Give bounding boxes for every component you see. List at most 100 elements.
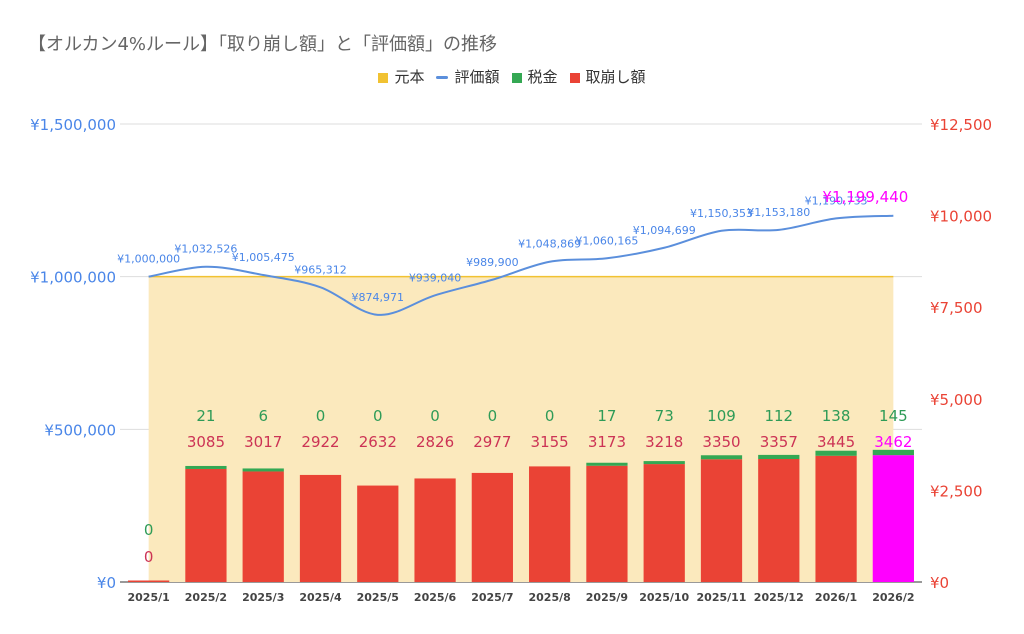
valuation-label: ¥1,199,440 — [822, 188, 908, 206]
bar-label-tax: 6 — [258, 407, 268, 425]
bar-withdrawal — [242, 471, 284, 582]
bar-label-tax: 138 — [822, 407, 851, 425]
valuation-label: ¥1,000,000 — [117, 253, 180, 266]
bar-withdrawal — [471, 472, 513, 582]
legend-swatch — [511, 72, 522, 83]
chart-legend: 元本 評価額 税金 取崩し額 — [0, 66, 1024, 87]
valuation-label: ¥1,048,869 — [518, 238, 581, 251]
valuation-label: ¥1,005,475 — [232, 251, 295, 264]
x-axis-tick-label: 2025/2 — [185, 591, 227, 604]
bar-label-tax: 21 — [196, 407, 215, 425]
bar-label-tax: 0 — [488, 407, 498, 425]
legend-swatch — [569, 72, 580, 83]
bar-label-tax: 73 — [655, 407, 674, 425]
valuation-label: ¥1,094,699 — [633, 224, 696, 237]
bar-label-withdrawal: 2632 — [359, 433, 397, 451]
bar-label-withdrawal: 2922 — [301, 433, 339, 451]
valuation-line — [148, 214, 894, 316]
legend-item-3: 取崩し額 — [569, 66, 646, 87]
valuation-label: ¥939,040 — [409, 271, 462, 284]
x-axis-tick-label: 2025/4 — [299, 591, 342, 604]
x-axis-tick-label: 2026/2 — [872, 591, 914, 604]
x-axis-tick-label: 2025/10 — [639, 591, 689, 604]
bar-label-tax: 0 — [373, 407, 383, 425]
left-axis-tick-label: ¥0 — [97, 574, 116, 592]
legend-swatch — [436, 76, 449, 79]
x-axis-tick-label: 2025/3 — [242, 591, 284, 604]
bar-label-tax: 0 — [430, 407, 440, 425]
valuation-label: ¥1,190,733 — [805, 194, 868, 207]
bar-label-withdrawal: 3218 — [645, 433, 683, 451]
bar-label-withdrawal: 3357 — [760, 433, 798, 451]
bar-label-tax: 0 — [545, 407, 555, 425]
bar-withdrawal — [357, 485, 399, 582]
right-axis-tick-label: ¥10,000 — [930, 208, 992, 226]
right-axis-tick-label: ¥7,500 — [930, 299, 983, 317]
bar-label-tax: 112 — [764, 407, 793, 425]
legend-label: 取崩し額 — [585, 68, 646, 86]
left-axis-tick-label: ¥1,000,000 — [30, 269, 116, 287]
right-axis-tick-label: ¥12,500 — [930, 116, 992, 134]
bar-withdrawal — [299, 474, 342, 582]
bar-withdrawal — [414, 478, 456, 582]
bar-tax — [815, 450, 857, 456]
bar-tax — [872, 449, 914, 456]
bar-label-tax: 0 — [316, 407, 326, 425]
bar-label-withdrawal: 0 — [144, 548, 154, 566]
valuation-label: ¥1,032,526 — [174, 243, 237, 256]
x-axis-tick-label: 2025/8 — [528, 591, 570, 604]
legend-item-2: 税金 — [511, 66, 558, 87]
valuation-label: ¥965,312 — [294, 263, 347, 276]
legend-label: 元本 — [394, 68, 425, 86]
x-axis-tick-label: 2025/9 — [586, 591, 628, 604]
x-axis-tick-label: 2025/5 — [357, 591, 399, 604]
bar-withdrawal — [128, 580, 170, 582]
x-axis-tick-label: 2025/6 — [414, 591, 457, 604]
bar-withdrawal — [700, 459, 743, 582]
valuation-label: ¥1,150,353 — [690, 207, 753, 220]
bar-label-withdrawal: 3445 — [817, 433, 855, 451]
x-axis-tick-label: 2025/1 — [127, 591, 169, 604]
bar-withdrawal — [529, 466, 571, 582]
legend-label: 税金 — [527, 68, 558, 86]
bar-label-withdrawal: 2977 — [473, 433, 511, 451]
right-axis-tick-label: ¥5,000 — [930, 391, 983, 409]
legend-item-0: 元本 — [378, 66, 424, 87]
legend-label: 評価額 — [454, 68, 500, 86]
x-axis-tick-label: 2026/1 — [815, 591, 857, 604]
bar-tax — [185, 465, 227, 469]
x-axis-tick-label: 2025/11 — [697, 591, 747, 604]
legend-swatch — [378, 72, 389, 83]
bar-tax — [643, 461, 685, 465]
left-axis-tick-label: ¥1,500,000 — [30, 116, 116, 134]
bar-tax — [586, 462, 628, 466]
bar-label-withdrawal: 3350 — [702, 433, 740, 451]
bar-withdrawal — [586, 465, 628, 582]
bar-withdrawal — [815, 455, 857, 582]
legend-item-1: 評価額 — [436, 66, 500, 87]
bar-label-tax: 145 — [879, 407, 908, 425]
bar-withdrawal — [872, 455, 914, 582]
x-axis-tick-label: 2025/12 — [754, 591, 804, 604]
bar-label-withdrawal: 2826 — [416, 433, 454, 451]
bar-withdrawal — [758, 458, 800, 582]
bar-label-withdrawal: 3085 — [187, 433, 225, 451]
bar-tax — [700, 455, 743, 460]
valuation-label: ¥1,153,180 — [747, 206, 810, 219]
bar-label-withdrawal: 3017 — [244, 433, 282, 451]
valuation-label: ¥989,900 — [466, 256, 519, 269]
bar-tax — [242, 468, 284, 472]
chart-title: 【オルカン4%ルール】「取り崩し額」と「評価額」の推移 — [28, 34, 498, 55]
bar-label-withdrawal: 3173 — [588, 433, 626, 451]
valuation-label: ¥874,971 — [352, 291, 405, 304]
bar-label-withdrawal: 3462 — [874, 433, 912, 451]
bar-label-withdrawal: 3155 — [531, 433, 569, 451]
bar-withdrawal — [643, 464, 685, 582]
bar-label-tax: 109 — [707, 407, 736, 425]
valuation-label: ¥1,060,165 — [575, 234, 638, 247]
right-axis-tick-label: ¥2,500 — [930, 482, 983, 500]
x-axis-tick-label: 2025/7 — [471, 591, 513, 604]
left-axis-tick-label: ¥500,000 — [44, 421, 116, 439]
